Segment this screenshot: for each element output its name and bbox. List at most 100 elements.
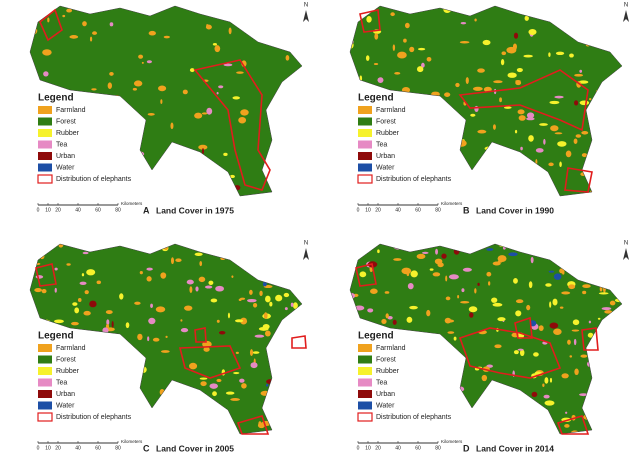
- land-patch: [441, 253, 447, 259]
- land-patch: [453, 356, 458, 361]
- land-patch: [285, 55, 290, 61]
- land-patch: [54, 351, 60, 355]
- land-patch: [492, 302, 503, 307]
- land-patch: [274, 245, 282, 249]
- land-patch: [69, 35, 79, 39]
- land-patch: [79, 281, 87, 286]
- land-patch: [258, 326, 269, 331]
- land-patch: [458, 411, 462, 418]
- land-patch: [42, 49, 52, 56]
- land-patch: [155, 306, 166, 313]
- land-patch: [182, 0, 188, 3]
- land-patch: [544, 400, 555, 406]
- legend-label: Farmland: [56, 345, 86, 352]
- land-patch: [610, 356, 617, 362]
- land-patch: [77, 340, 84, 345]
- land-patch: [236, 71, 244, 74]
- land-patch: [524, 15, 529, 21]
- land-patch: [182, 89, 188, 95]
- land-patch: [560, 13, 568, 17]
- panel-letter: C: [143, 443, 150, 453]
- land-patch: [240, 109, 249, 116]
- land-patch: [514, 428, 517, 433]
- scale-unit: Kilometers: [121, 201, 143, 206]
- land-patch: [34, 401, 38, 404]
- land-patch: [494, 146, 503, 154]
- land-patch: [77, 297, 82, 302]
- land-patch: [548, 270, 555, 273]
- north-label: N: [624, 241, 628, 247]
- land-patch: [504, 182, 507, 189]
- land-patch: [148, 30, 156, 36]
- legend-swatch: [38, 152, 52, 160]
- land-patch: [85, 160, 96, 163]
- scale-unit: Kilometers: [121, 439, 143, 444]
- land-patch: [125, 322, 130, 329]
- land-patch: [598, 292, 609, 295]
- land-patch: [84, 123, 92, 126]
- land-patch: [548, 162, 554, 167]
- land-patch: [212, 391, 217, 397]
- land-patch: [453, 336, 457, 341]
- land-patch: [406, 316, 413, 323]
- land-patch: [531, 391, 538, 397]
- legend-swatch: [38, 367, 52, 375]
- legend-swatch: [357, 174, 373, 184]
- land-patch: [515, 80, 522, 86]
- land-patch: [587, 332, 594, 338]
- land-patch: [555, 51, 565, 56]
- land-patch: [549, 100, 560, 105]
- land-patch: [91, 88, 97, 91]
- land-patch: [404, 422, 413, 429]
- land-patch: [119, 293, 124, 300]
- legend-swatch: [358, 390, 372, 398]
- land-patch: [89, 300, 97, 308]
- land-patch: [579, 393, 588, 397]
- land-patch: [265, 383, 269, 387]
- land-patch: [403, 38, 407, 43]
- land-patch: [477, 68, 485, 73]
- land-patch: [89, 36, 93, 42]
- land-patch: [472, 178, 481, 185]
- land-patch: [513, 278, 518, 284]
- land-patch: [35, 275, 44, 279]
- land-patch: [106, 347, 116, 351]
- land-patch: [507, 72, 517, 78]
- land-patch: [83, 119, 87, 122]
- land-patch: [623, 353, 631, 357]
- land-patch: [481, 374, 488, 382]
- land-patch: [501, 51, 507, 56]
- land-patch: [381, 237, 391, 242]
- land-patch: [290, 385, 298, 392]
- land-patch: [294, 182, 302, 188]
- land-patch: [614, 178, 622, 183]
- land-patch: [65, 244, 72, 245]
- land-patch: [448, 380, 455, 387]
- land-patch: [297, 111, 302, 115]
- land-patch: [426, 56, 432, 62]
- land-patch: [443, 6, 452, 13]
- land-patch: [571, 329, 580, 332]
- land-patch: [398, 362, 406, 368]
- land-patch: [482, 169, 490, 174]
- land-patch: [198, 276, 206, 283]
- land-patch: [620, 81, 622, 84]
- land-patch: [494, 344, 502, 349]
- land-patch: [286, 328, 295, 333]
- scale-label: 80: [115, 207, 121, 213]
- land-patch: [41, 244, 47, 245]
- land-patch: [539, 123, 548, 126]
- land-patch: [437, 262, 444, 268]
- land-patch: [491, 297, 498, 303]
- land-patch: [549, 301, 552, 308]
- land-patch: [513, 420, 522, 425]
- land-patch: [528, 135, 534, 142]
- land-patch: [462, 267, 472, 272]
- land-patch: [461, 288, 465, 293]
- land-patch: [91, 156, 95, 163]
- land-patch: [568, 284, 576, 290]
- land-patch: [498, 244, 508, 247]
- land-patch: [473, 239, 480, 241]
- panel-caption: Land Cover in 1975: [156, 205, 234, 215]
